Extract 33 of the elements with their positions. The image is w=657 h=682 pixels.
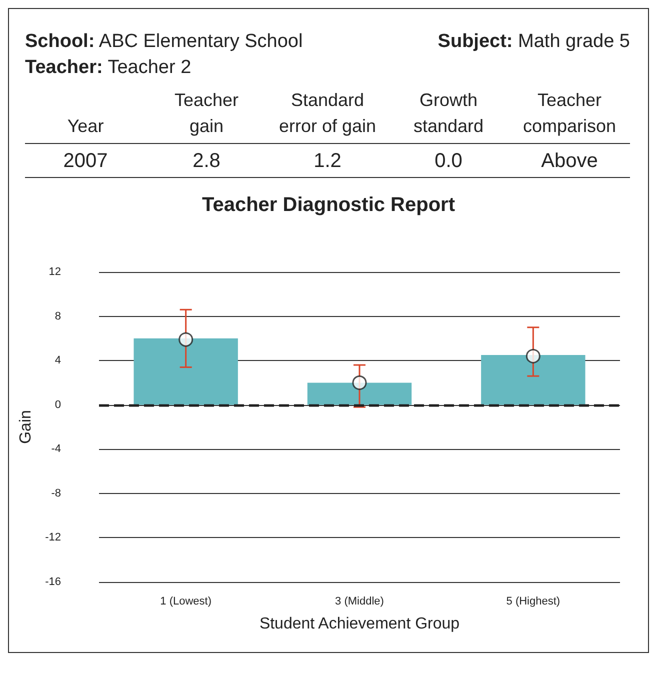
text: Subject: Math grade 5 [438, 31, 630, 53]
bar [481, 355, 586, 405]
x-tick-label: 3 (Middle) [335, 596, 384, 608]
text: Teacher gain [173, 89, 240, 138]
point [178, 332, 194, 347]
y-tick-label: 12 [48, 266, 61, 278]
text: 0.0 [434, 150, 464, 173]
y-tick-label: 4 [54, 354, 61, 367]
y-tick-label: 0 [54, 398, 61, 411]
point [526, 348, 540, 364]
text: Teacher: Teacher 2 [25, 57, 192, 78]
x-tick-label: 5 (Highest) [506, 596, 560, 608]
bar [134, 338, 238, 405]
y-tick-label: -16 [45, 576, 61, 588]
y-axis-title: Gain [18, 410, 35, 444]
text: School: ABC Elementary School [25, 31, 303, 53]
y-tick-label: -4 [51, 443, 61, 456]
text: 1.2 [312, 150, 342, 173]
point [352, 375, 367, 390]
text: Year [66, 115, 105, 138]
text: 2.8 [192, 150, 222, 173]
text: 2007 [62, 150, 109, 173]
text: Teacher comparison [522, 89, 618, 138]
bar [307, 382, 412, 405]
chart-title: Teacher Diagnostic Report [202, 194, 456, 216]
y-tick-label: -8 [51, 487, 61, 500]
y-tick-label: 8 [54, 310, 61, 322]
x-axis-title: Student Achievement Group [259, 616, 460, 632]
text: Above [540, 150, 599, 173]
x-tick-label: 1 (Lowest) [160, 596, 212, 608]
text: Growth standard [412, 89, 485, 138]
text: Standard error of gain [278, 89, 378, 138]
y-tick-label: -12 [45, 532, 61, 544]
